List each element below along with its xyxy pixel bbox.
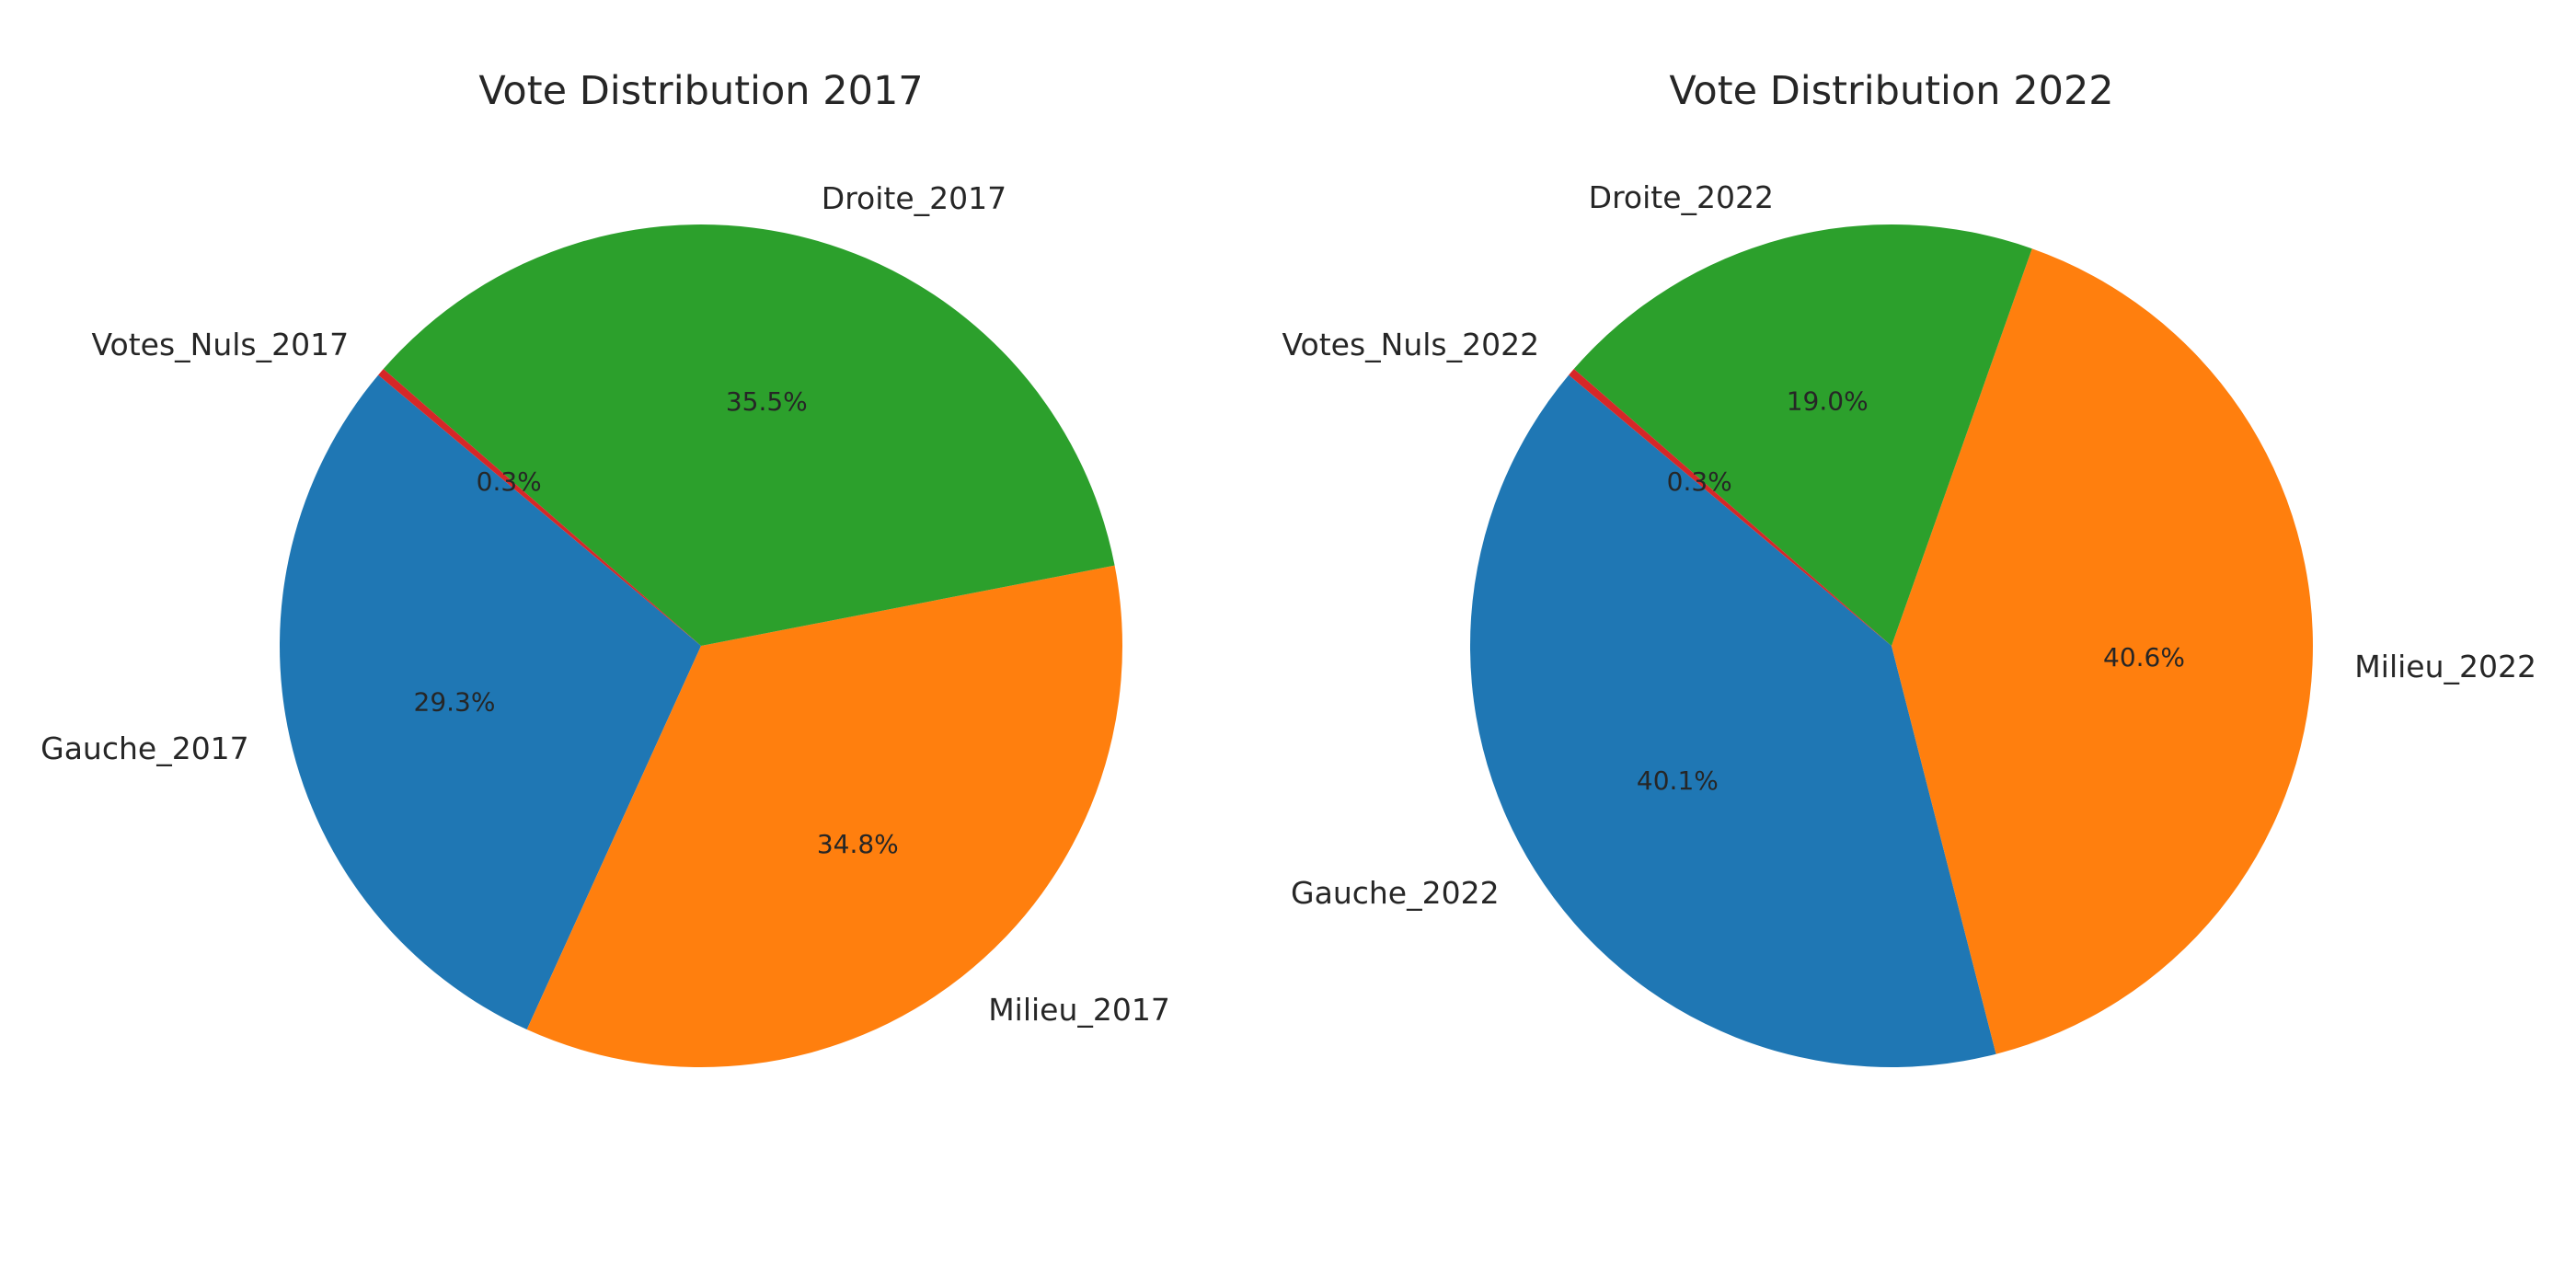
- pie-slice-votes-nuls-2022: [1569, 369, 1892, 646]
- chart-title: Vote Distribution 2022: [1669, 68, 2113, 114]
- slice-percent-label: 29.3%: [414, 686, 496, 717]
- slice-percent-label: 35.5%: [726, 386, 808, 417]
- pie-slice-milieu-2017: [526, 565, 1123, 1068]
- slice-label: Votes_Nuls_2017: [92, 327, 350, 362]
- pie-labels: Gauche_2017 29.3% Milieu_2017 34.8% Droite_2…: [40, 180, 1170, 1028]
- pie-slice-droite-2017: [383, 224, 1115, 647]
- pie-chart-2017: Vote Distribution 2017 Gauche_2017 29.3% M…: [40, 68, 1170, 1068]
- slice-percent-label: 34.8%: [817, 829, 899, 859]
- slice-percent-label: 0.3%: [1667, 466, 1732, 497]
- pie-slice-gauche-2022: [1469, 374, 1996, 1068]
- pie-slice-votes-nuls-2017: [378, 369, 701, 646]
- slice-label: Milieu_2022: [2354, 649, 2536, 684]
- pie-labels: Gauche_2022 40.1% Milieu_2022 40.6% Droite_2…: [1282, 179, 2536, 911]
- pie-slices: [1469, 224, 2313, 1068]
- slice-label: Votes_Nuls_2022: [1282, 327, 1540, 362]
- chart-title: Vote Distribution 2017: [478, 68, 923, 114]
- slice-percent-label: 40.1%: [1637, 765, 1719, 796]
- slice-label: Milieu_2017: [988, 992, 1170, 1028]
- pie-slice-droite-2022: [1573, 224, 2032, 647]
- slice-label: Droite_2022: [1589, 179, 1774, 215]
- slice-percent-label: 0.3%: [477, 466, 542, 497]
- slice-label: Gauche_2022: [1291, 875, 1500, 911]
- slice-percent-label: 19.0%: [1787, 386, 1869, 417]
- pie-slice-milieu-2022: [1892, 248, 2313, 1054]
- pie-slices: [279, 224, 1123, 1068]
- pie-slice-gauche-2017: [279, 374, 701, 1030]
- pie-chart-2022: Vote Distribution 2022 Gauche_2022 40.1% M…: [1282, 68, 2536, 1068]
- slice-label: Droite_2017: [822, 180, 1006, 216]
- slice-percent-label: 40.6%: [2103, 642, 2185, 673]
- slice-label: Gauche_2017: [40, 730, 249, 766]
